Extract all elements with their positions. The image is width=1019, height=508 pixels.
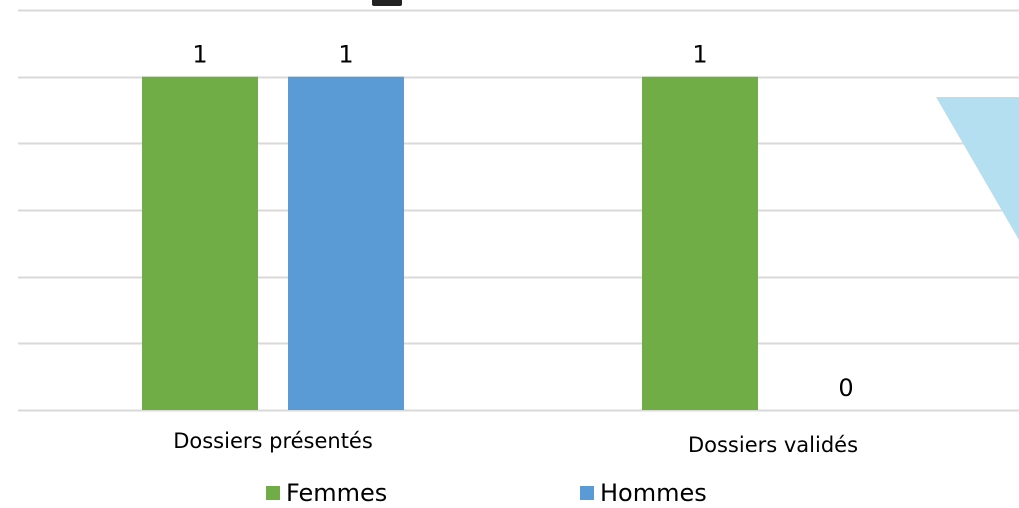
data-label-hommes-1: 0 [838, 374, 853, 402]
chart-legend: Femmes Hommes [0, 478, 1019, 508]
decorative-triangle-shape [936, 97, 1019, 240]
bar-femmes-1 [642, 76, 758, 411]
data-label-femmes-0: 1 [192, 41, 207, 69]
legend-swatch-femmes [266, 486, 280, 500]
legend-item-femmes: Femmes [266, 478, 387, 508]
bar-femmes-0 [142, 76, 258, 411]
data-label-femmes-1: 1 [692, 41, 707, 69]
chart-title-fragment [372, 0, 402, 6]
data-label-hommes-0: 1 [338, 41, 353, 69]
legend-item-hommes: Hommes [580, 478, 707, 508]
chart-plot: 1 1 1 0 Dossiers présentés Dossiers validés [18, 9, 1019, 457]
legend-label-hommes: Hommes [600, 479, 707, 507]
category-label-1: Dossiers validés [688, 433, 858, 457]
category-label-0: Dossiers présentés [173, 429, 373, 453]
legend-swatch-hommes [580, 486, 594, 500]
legend-label-femmes: Femmes [286, 479, 388, 507]
bar-hommes-0 [288, 76, 404, 411]
